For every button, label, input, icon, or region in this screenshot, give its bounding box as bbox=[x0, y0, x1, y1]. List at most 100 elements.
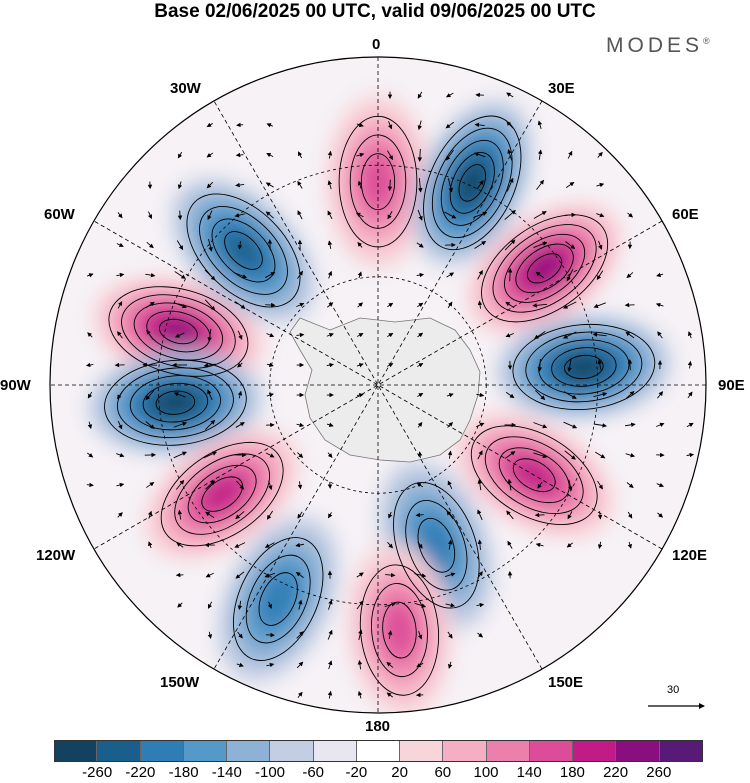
wind-arrow bbox=[447, 422, 454, 428]
wind-arrow bbox=[387, 150, 393, 161]
wind-arrow bbox=[173, 451, 187, 459]
wind-arrow bbox=[626, 272, 634, 279]
wind-arrow bbox=[507, 267, 513, 282]
wind-arrow bbox=[474, 241, 487, 249]
wind-arrow bbox=[387, 541, 394, 549]
wind-arrow bbox=[625, 422, 636, 428]
wind-arrow bbox=[416, 242, 424, 248]
wind-arrow bbox=[358, 629, 363, 641]
wind-arrow bbox=[173, 421, 188, 428]
wind-arrow bbox=[236, 122, 244, 128]
wind-arrow bbox=[477, 571, 483, 579]
wind-arrow bbox=[264, 542, 275, 548]
wind-arrow bbox=[537, 120, 543, 130]
wind-vectors bbox=[85, 91, 695, 699]
wind-arrow bbox=[357, 660, 363, 670]
wind-arrow bbox=[567, 511, 573, 520]
wind-arrow bbox=[445, 92, 454, 98]
wind-arrow bbox=[537, 149, 543, 160]
wind-arrow bbox=[177, 181, 183, 190]
colorbar-frame bbox=[54, 740, 703, 762]
geopotential-contour bbox=[417, 517, 456, 573]
colorbar-tick-label: 260 bbox=[646, 764, 672, 781]
wind-arrow bbox=[236, 480, 245, 490]
wind-arrow bbox=[385, 572, 396, 578]
wind-arrow bbox=[535, 542, 544, 548]
wind-arrow bbox=[357, 302, 363, 308]
wind-arrow bbox=[477, 509, 483, 521]
wind-arrow bbox=[86, 273, 94, 278]
wind-arrow bbox=[235, 182, 245, 188]
wind-arrow bbox=[447, 661, 453, 669]
wind-arrow bbox=[266, 332, 275, 338]
geopotential-contour bbox=[564, 354, 604, 380]
geopotential-contour bbox=[371, 583, 428, 678]
colorbar-tick-label: -140 bbox=[211, 764, 242, 781]
wind-arrow bbox=[297, 270, 303, 279]
wind-arrow bbox=[177, 210, 183, 221]
positive-anomaly-band bbox=[158, 318, 199, 345]
wind-arrow bbox=[233, 271, 248, 279]
wind-arrow bbox=[265, 272, 276, 278]
wind-arrow bbox=[87, 452, 94, 458]
lon-label-90w: 90W bbox=[0, 377, 31, 394]
wind-arrow bbox=[266, 510, 274, 520]
wind-arrow bbox=[237, 362, 243, 368]
wind-arrow bbox=[357, 690, 363, 699]
wind-arrow bbox=[297, 210, 303, 220]
wind-arrow bbox=[296, 422, 305, 428]
positive-anomaly-band bbox=[360, 152, 396, 211]
wind-arrow bbox=[447, 539, 453, 550]
wind-arrow bbox=[506, 92, 514, 98]
wind-arrow bbox=[327, 210, 333, 220]
map-boundary bbox=[49, 56, 707, 714]
wind-arrow bbox=[296, 302, 305, 308]
wind-arrow bbox=[533, 211, 547, 219]
wind-arrow bbox=[237, 631, 243, 639]
geopotential-contour bbox=[382, 601, 417, 659]
antarctica-landmass bbox=[289, 317, 481, 463]
wind-arrow bbox=[535, 390, 546, 401]
wind-arrow bbox=[506, 121, 514, 129]
wind-arrow bbox=[414, 602, 427, 608]
wind-arrow bbox=[295, 571, 304, 578]
geopotential-contour bbox=[512, 323, 656, 411]
colorbar-swatch bbox=[356, 740, 401, 761]
geopotential-contour bbox=[551, 347, 617, 387]
wind-arrow bbox=[477, 632, 484, 638]
wind-arrow bbox=[564, 450, 576, 460]
wind-arrow bbox=[207, 328, 212, 342]
wind-arrow bbox=[235, 511, 245, 520]
wind-arrow bbox=[357, 241, 363, 248]
colorbar-tick-label: 180 bbox=[559, 764, 585, 781]
wind-arrow bbox=[327, 660, 333, 670]
meridian-line bbox=[93, 220, 663, 550]
wind-arrow bbox=[657, 512, 664, 518]
geopotential-contour bbox=[449, 152, 495, 214]
wind-arrow bbox=[206, 122, 213, 127]
wind-arrow bbox=[235, 571, 245, 579]
geopotential-contour bbox=[158, 318, 198, 345]
colorbar-swatch bbox=[140, 740, 184, 761]
wind-arrow bbox=[296, 661, 304, 669]
wind-arrow bbox=[235, 152, 244, 158]
geopotential-contour bbox=[515, 243, 574, 294]
wind-arrow bbox=[237, 390, 243, 399]
wind-arrow bbox=[206, 152, 214, 158]
wind-arrow bbox=[477, 450, 483, 460]
wind-arrow bbox=[625, 331, 635, 339]
negative-anomaly-band bbox=[417, 517, 456, 574]
geopotential-contour bbox=[458, 164, 486, 202]
colorbar-tick-label: -60 bbox=[302, 764, 325, 781]
wind-arrow bbox=[625, 453, 636, 458]
wind-arrow bbox=[505, 332, 515, 338]
wind-arrow bbox=[447, 450, 453, 459]
wind-arrow bbox=[627, 541, 633, 549]
wind-arrow bbox=[204, 269, 216, 281]
wind-arrow bbox=[265, 182, 274, 188]
wind-arrow bbox=[326, 333, 334, 338]
wind-arrow bbox=[356, 152, 365, 158]
wind-arrow bbox=[598, 240, 603, 250]
wind-arrow bbox=[417, 148, 423, 162]
colorbar-tick-label: -100 bbox=[254, 764, 286, 781]
